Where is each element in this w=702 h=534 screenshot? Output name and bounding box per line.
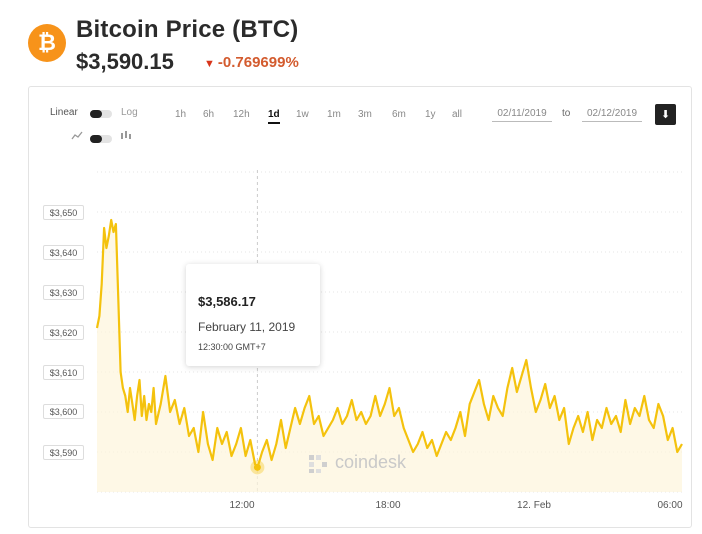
download-icon: ⬇	[660, 108, 671, 121]
current-price: $3,590.15	[76, 49, 174, 74]
range-1y[interactable]: 1y	[425, 109, 436, 120]
range-1w[interactable]: 1w	[296, 109, 309, 120]
range-1m[interactable]: 1m	[327, 109, 341, 120]
hover-point	[253, 463, 261, 471]
scale-toggle-knob	[90, 110, 102, 118]
y-tick-label: $3,610	[43, 365, 84, 380]
range-6h[interactable]: 6h	[203, 109, 215, 120]
scale-toggle[interactable]	[90, 110, 112, 118]
y-tick-label: $3,620	[43, 325, 84, 340]
range-12h[interactable]: 12h	[233, 109, 250, 120]
price-change: ▼ -0.769699%	[204, 54, 299, 71]
y-tick-label: $3,590	[43, 445, 84, 460]
price-change-value: -0.769699%	[217, 54, 299, 71]
tooltip-date: February 11, 2019	[198, 320, 296, 334]
chart-type-toggle-knob	[90, 135, 102, 143]
coindesk-logo-icon	[309, 455, 327, 473]
down-arrow-icon: ▼	[204, 58, 215, 70]
date-from-input[interactable]: 02/11/2019	[492, 108, 552, 122]
date-to-input[interactable]: 02/12/2019	[582, 108, 642, 122]
x-tick-label: 06:00	[657, 500, 683, 511]
scale-linear-label[interactable]: Linear	[50, 107, 78, 118]
y-tick-label: $3,640	[43, 245, 84, 260]
range-6m[interactable]: 6m	[392, 109, 406, 120]
price-tooltip: $3,586.17 February 11, 2019 12:30:00 GMT…	[186, 264, 320, 366]
range-1h[interactable]: 1h	[175, 109, 187, 120]
price-area	[97, 220, 682, 492]
chart-type-toggle[interactable]	[90, 135, 112, 143]
y-tick-label: $3,600	[43, 404, 84, 419]
scale-log-label[interactable]: Log	[121, 107, 138, 118]
date-separator: to	[562, 108, 571, 119]
range-all[interactable]: all	[452, 109, 463, 120]
line-chart-icon[interactable]	[71, 131, 83, 144]
range-3m[interactable]: 3m	[358, 109, 372, 120]
watermark-text: coindesk	[335, 452, 407, 472]
download-button[interactable]: ⬇	[655, 104, 676, 125]
range-1d[interactable]: 1d	[268, 109, 280, 124]
x-tick-label: 12:00	[229, 500, 255, 511]
x-tick-label: 12. Feb	[517, 500, 551, 511]
y-tick-label: $3,650	[43, 205, 84, 220]
candlestick-icon[interactable]	[120, 131, 132, 144]
tooltip-price: $3,586.17	[198, 294, 256, 309]
price-line	[95, 218, 683, 470]
header: ₿ Bitcoin Price (BTC) $3,590.15 ▼ -0.7696…	[28, 12, 688, 76]
bitcoin-logo-icon: ₿	[28, 24, 66, 62]
page-title: Bitcoin Price (BTC)	[76, 16, 299, 43]
tooltip-time: 12:30:00 GMT+7	[198, 342, 266, 352]
y-tick-label: $3,630	[43, 285, 84, 300]
x-tick-label: 18:00	[375, 500, 401, 511]
